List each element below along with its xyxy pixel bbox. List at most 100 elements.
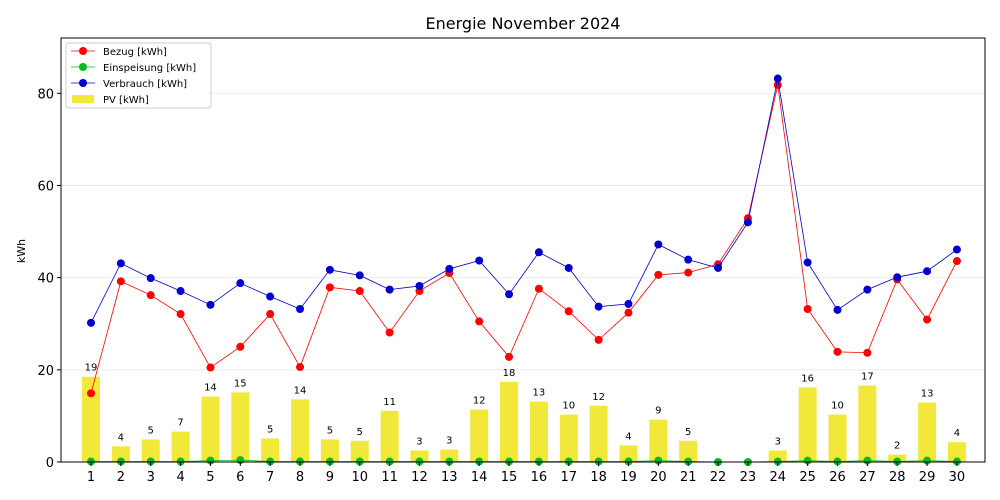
pv-bar-label: 17: [861, 371, 874, 382]
pv-bar-label: 3: [446, 436, 452, 447]
series-point-0: [325, 283, 334, 292]
pv-bar-label: 12: [473, 395, 486, 406]
y-tick-label: 20: [37, 364, 54, 379]
series-point-2: [803, 258, 812, 267]
series-point-2: [863, 285, 872, 294]
pv-bar-label: 15: [234, 378, 247, 389]
series-point-1: [206, 456, 215, 465]
pv-bar: [768, 450, 787, 462]
x-tick-label: 4: [176, 470, 184, 485]
series-point-2: [415, 281, 424, 290]
series-point-1: [923, 456, 932, 465]
legend-label: PV [kWh]: [103, 95, 149, 106]
x-tick-label: 10: [351, 470, 368, 485]
x-tick-label: 6: [236, 470, 244, 485]
pv-bar-label: 12: [592, 392, 605, 403]
pv-bar: [141, 439, 160, 462]
x-tick-label: 8: [296, 470, 304, 485]
pv-bar: [410, 450, 429, 462]
pv-bar-label: 5: [685, 427, 691, 438]
pv-bar: [798, 387, 817, 462]
series-point-2: [206, 300, 215, 309]
series-point-2: [773, 74, 782, 83]
pv-bar: [380, 410, 399, 462]
y-axis: 0 20 40 60 80: [37, 87, 61, 471]
y-tick-label: 60: [37, 179, 54, 194]
pv-bar: [111, 446, 130, 462]
pv-bar: [589, 405, 608, 462]
pv-bar-label: 14: [294, 385, 307, 396]
series-point-2: [176, 287, 185, 296]
series-point-0: [206, 363, 215, 372]
pv-bar: [947, 442, 966, 462]
pv-bar-label: 4: [118, 432, 124, 443]
series-point-2: [87, 318, 95, 327]
series-point-2: [445, 264, 454, 273]
series-point-1: [654, 456, 663, 465]
series-point-2: [116, 259, 125, 268]
x-tick-label: 1: [87, 470, 95, 485]
series-point-0: [385, 328, 394, 337]
x-tick-label: 27: [859, 470, 876, 485]
series-point-0: [654, 270, 663, 279]
series-point-0: [87, 389, 95, 398]
legend-marker-swatch: [79, 63, 87, 71]
pv-bar-label: 13: [921, 389, 934, 400]
pv-bar-label: 11: [383, 397, 396, 408]
series-point-2: [743, 218, 752, 227]
x-tick-label: 16: [531, 470, 548, 485]
x-tick-label: 26: [829, 470, 846, 485]
pv-bar: [201, 396, 220, 462]
series-point-0: [952, 257, 961, 266]
legend-box: [65, 42, 212, 109]
y-tick-label: 80: [37, 87, 54, 102]
series-point-2: [505, 290, 514, 299]
series-line-2: [90, 78, 958, 323]
pv-bar-label: 9: [655, 406, 661, 417]
x-tick-label: 17: [560, 470, 577, 485]
pv-bar-label: 4: [625, 431, 631, 442]
pv-bar-label: 14: [204, 383, 217, 394]
pv-bar: [171, 431, 190, 462]
series-line-0: [90, 84, 958, 394]
x-tick-label: 20: [650, 470, 667, 485]
series-point-0: [684, 268, 693, 277]
pv-bar: [231, 392, 250, 462]
x-tick-label: 18: [590, 470, 607, 485]
pv-bar: [529, 401, 548, 462]
series-point-2: [385, 285, 394, 294]
series-point-2: [266, 292, 275, 301]
x-tick-label: 19: [620, 470, 637, 485]
legend: Bezug [kWh] Einspeisung [kWh] Verbrauch [k…: [65, 42, 212, 109]
x-tick-label: 3: [147, 470, 155, 485]
series-point-0: [534, 284, 543, 293]
series-point-0: [355, 287, 364, 296]
series-point-0: [475, 317, 484, 326]
bar-value-labels: 19 4 5 7 14 15 5 14 5 5 11 3 3 12 18 13 10 12 4 9 5 3 16 10 17 2 1…: [85, 363, 960, 452]
series-point-2: [325, 265, 334, 274]
pv-bar: [320, 439, 339, 462]
y-axis-label: kWh: [15, 239, 28, 263]
x-tick-label: 13: [441, 470, 458, 485]
x-tick-label: 7: [266, 470, 274, 485]
pv-bar: [440, 449, 459, 462]
x-tick-label: 15: [501, 470, 518, 485]
legend-label: Verbrauch [kWh]: [103, 79, 187, 90]
x-tick-label: 23: [740, 470, 757, 485]
pv-bar: [291, 399, 310, 462]
series-point-0: [116, 277, 125, 286]
pv-bar-label: 3: [775, 436, 781, 447]
legend-marker-swatch: [79, 47, 87, 55]
series-point-0: [594, 335, 603, 344]
x-tick-label: 28: [889, 470, 906, 485]
pv-bar-label: 3: [416, 436, 422, 447]
pv-bar-label: 5: [148, 425, 154, 436]
series-point-0: [505, 352, 514, 361]
pv-bar-label: 10: [562, 401, 575, 412]
pv-bar: [679, 440, 698, 462]
x-tick-label: 11: [381, 470, 398, 485]
series-point-2: [654, 240, 663, 249]
x-tick-label: 12: [411, 470, 428, 485]
x-tick-label: 14: [471, 470, 488, 485]
